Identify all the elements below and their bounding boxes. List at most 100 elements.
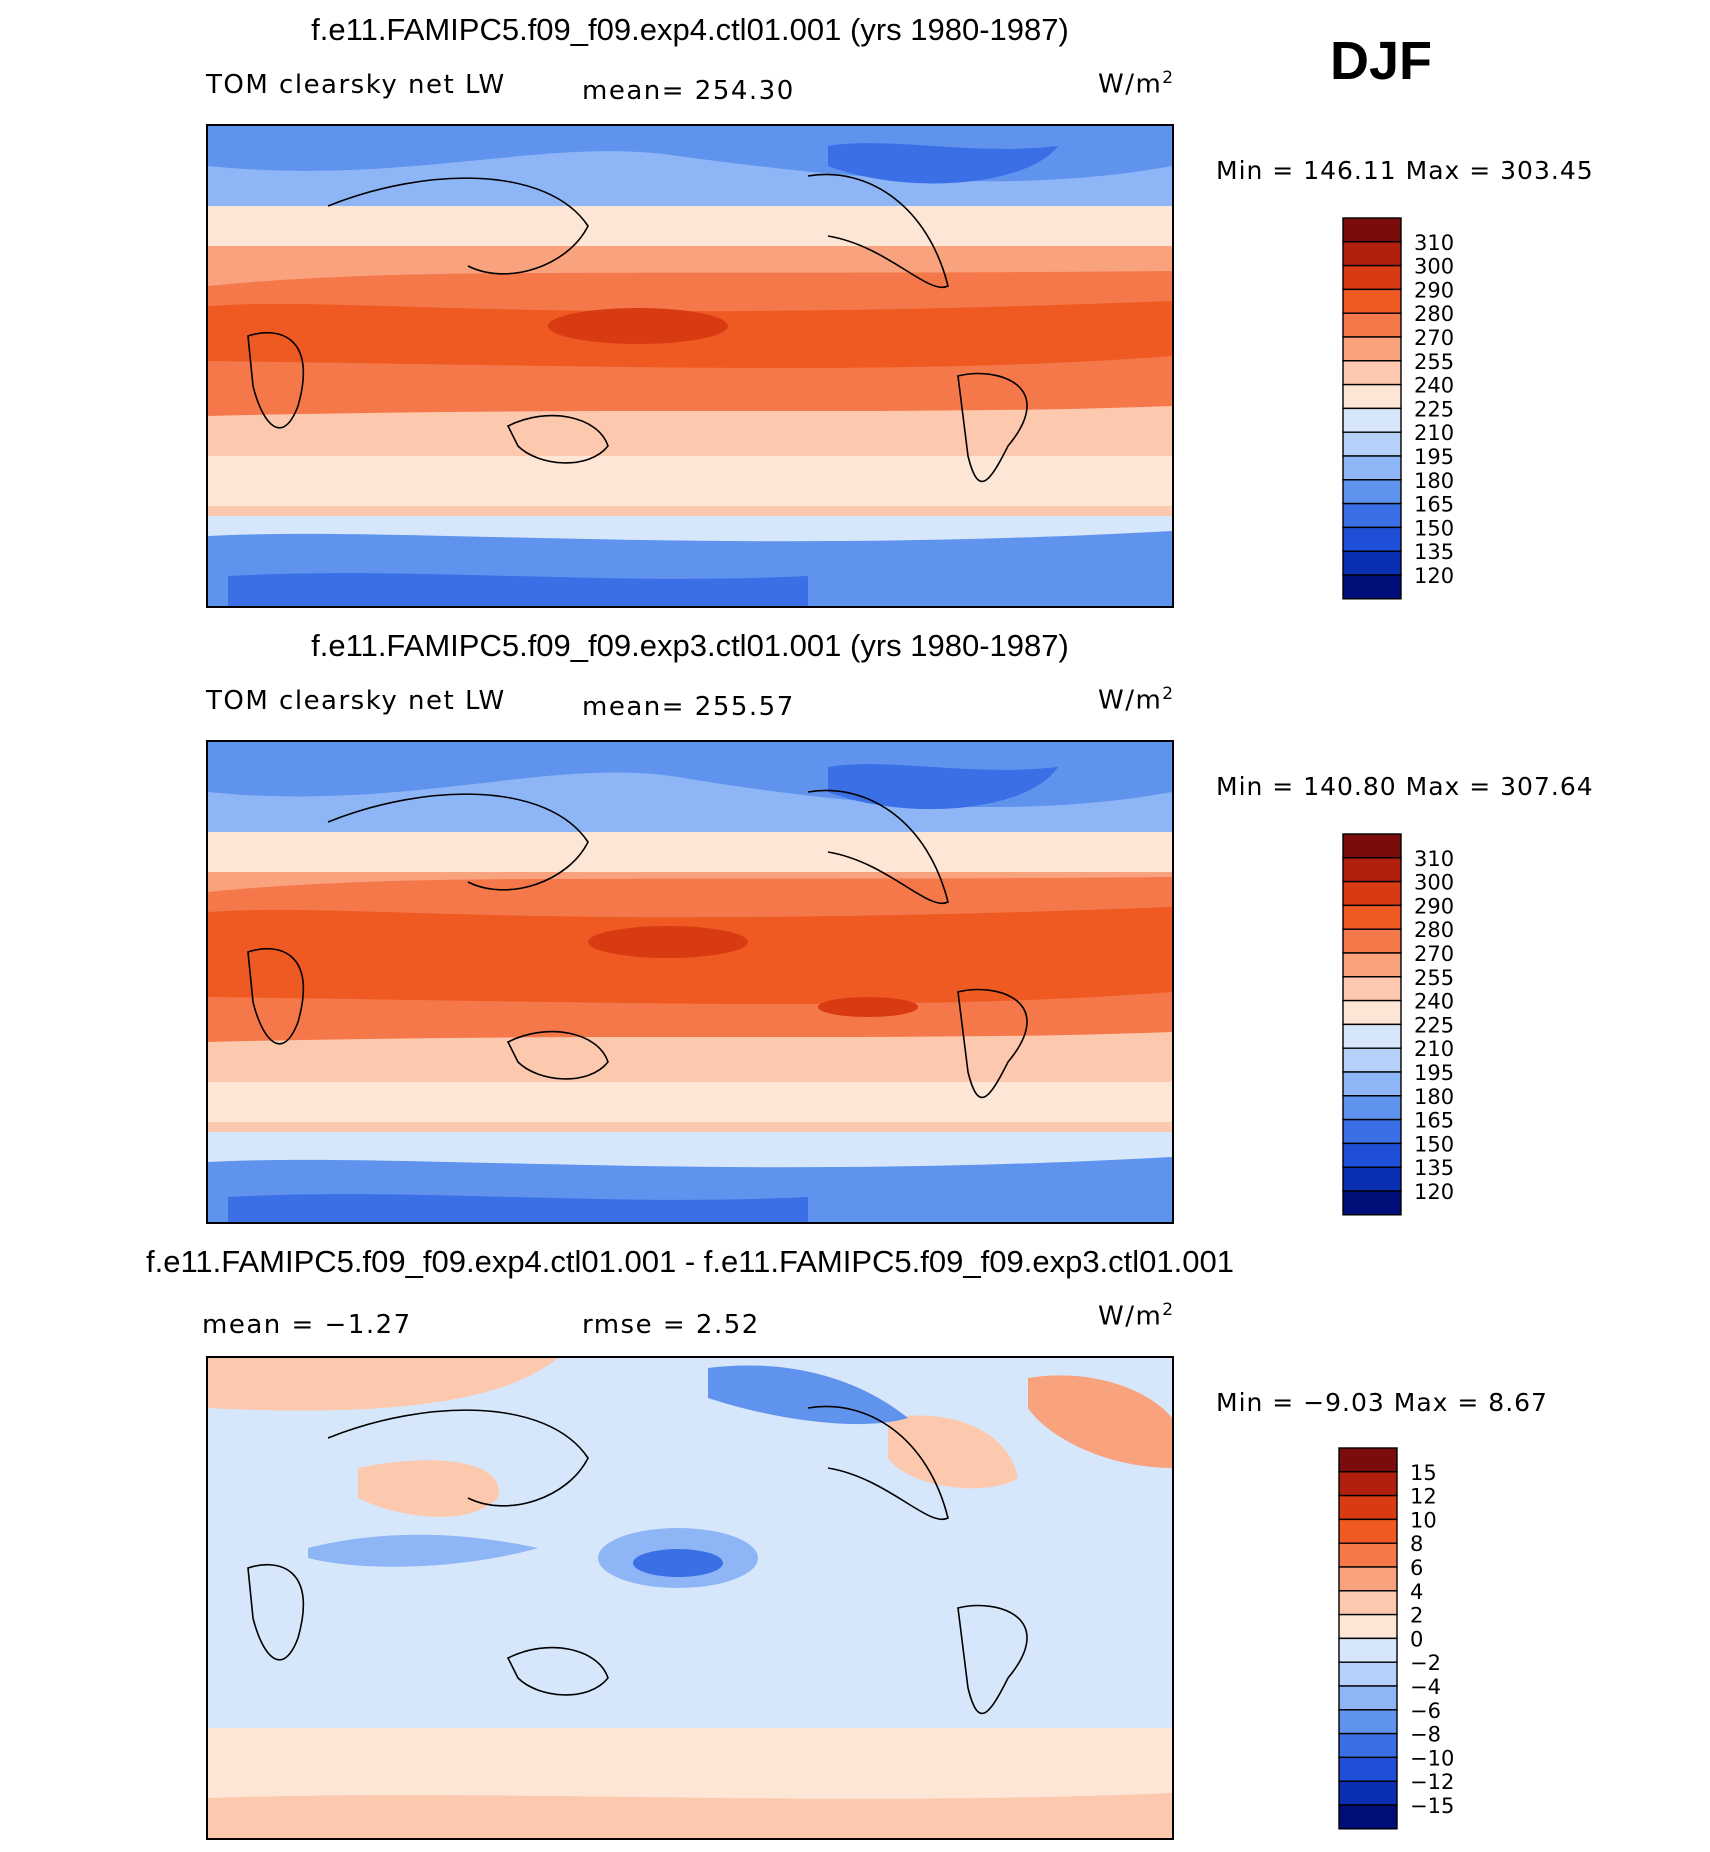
season-label: DJF [1330,31,1433,91]
mean-label: mean= 255.57 [582,692,795,722]
min-max-label: Min = 146.11 Max = 303.45 [1216,156,1594,185]
colorbar-swatch [1338,1756,1398,1782]
colorbar-tick-label: 195 [1414,1061,1454,1085]
colorbar-swatch [1338,1637,1398,1663]
colorbar-tick-label: 135 [1414,540,1454,564]
panel-title: f.e11.FAMIPC5.f09_f09.exp3.ctl01.001 (yr… [311,628,1069,663]
colorbar-tick-label: 150 [1414,516,1454,540]
colorbar-tick-label: 255 [1414,966,1454,990]
min-max-label: Min = −9.03 Max = 8.67 [1216,1388,1548,1417]
map-field [208,742,1172,1222]
colorbar-tick-label: −10 [1410,1746,1454,1770]
colorbar-swatch [1338,1494,1398,1521]
colorbar-swatch [1342,1095,1402,1121]
colorbar-swatch [1338,1709,1398,1735]
colorbar-swatch [1338,1613,1398,1640]
variable-label: TOM clearsky net LW [206,686,506,716]
colorbar-swatch [1342,574,1402,600]
colorbar-tick-label: −8 [1410,1723,1441,1747]
colorbar-tick-label: 195 [1414,445,1454,469]
map-plot [206,1356,1174,1840]
colorbar-tick-label: 180 [1414,1085,1454,1109]
colorbar-tick-label: 240 [1414,990,1454,1014]
colorbar-swatch [1338,1447,1398,1473]
colorbar-tick-label: 150 [1414,1132,1454,1156]
colorbar-swatch [1338,1590,1398,1616]
mean-label: mean = −1.27 [202,1310,412,1340]
colorbar-tick-label: 15 [1410,1461,1437,1485]
colorbar-swatch [1342,976,1402,1002]
colorbar-swatch [1342,336,1402,362]
colorbar-swatch [1342,217,1402,243]
map-plot [206,124,1174,608]
colorbar-tick-label: −2 [1410,1651,1441,1675]
colorbar-tick-label: 290 [1414,894,1454,918]
colorbar-tick-label: −12 [1410,1770,1454,1794]
units-label: W/m2 [1098,68,1175,100]
colorbar-swatch [1342,264,1402,291]
map-field [208,1358,1172,1838]
colorbar-swatch [1338,1542,1398,1568]
colorbar-tick-label: 210 [1414,1037,1454,1061]
colorbar-swatch [1342,904,1402,930]
colorbar-tick-label: 0 [1410,1627,1423,1651]
colorbar-swatch [1342,928,1402,954]
map-plot [206,740,1174,1224]
colorbar-tick-label: 280 [1414,918,1454,942]
colorbar-tick-label: 120 [1414,564,1454,588]
colorbar-tick-label: 165 [1414,493,1454,517]
colorbar-swatch [1342,1023,1402,1049]
colorbar-tick-label: 270 [1414,942,1454,966]
colorbar-swatch [1338,1780,1398,1806]
colorbar-swatch [1342,288,1402,314]
colorbar-tick-label: 12 [1410,1485,1437,1509]
colorbar-swatch [1342,407,1402,433]
colorbar-tick-label: 300 [1414,255,1454,279]
variable-label: TOM clearsky net LW [206,70,506,100]
colorbar-panel-2: 3103002902802702552402252101951801651501… [1342,833,1454,1216]
colorbar-tick-label: 120 [1414,1180,1454,1204]
mean-label: mean= 254.30 [582,76,795,106]
colorbar-tick-label: 300 [1414,871,1454,895]
colorbar-swatch [1342,1166,1402,1192]
colorbar-swatch [1342,502,1402,529]
colorbar-swatch [1342,526,1402,552]
colorbar-tick-label: 180 [1414,469,1454,493]
colorbar-swatch [1342,1190,1402,1216]
colorbar-swatch [1342,431,1402,457]
colorbar-swatch [1338,1804,1398,1830]
colorbar-swatch [1342,1047,1402,1073]
colorbar-tick-label: −6 [1410,1699,1441,1723]
colorbar-tick-label: 290 [1414,278,1454,302]
colorbar-swatch [1342,1071,1402,1097]
colorbar-tick-label: 310 [1414,231,1454,255]
colorbar-swatch [1342,857,1402,883]
units-label: W/m2 [1098,684,1175,716]
colorbar-swatch [1342,241,1402,267]
colorbar-swatch [1338,1732,1398,1759]
colorbar-swatch [1342,999,1402,1026]
colorbar-swatch [1342,833,1402,859]
colorbar-swatch [1338,1566,1398,1592]
colorbar-swatch [1338,1685,1398,1711]
colorbar-tick-label: 135 [1414,1156,1454,1180]
colorbar-tick-label: 240 [1414,374,1454,398]
colorbar-swatch [1342,1142,1402,1168]
colorbar-swatch [1338,1471,1398,1497]
colorbar-swatch [1338,1661,1398,1687]
colorbar-tick-label: 225 [1414,397,1454,421]
colorbar-tick-label: 270 [1414,326,1454,350]
colorbar-swatch [1342,880,1402,907]
colorbar-swatch [1342,455,1402,481]
colorbar-swatch [1342,479,1402,505]
colorbar-tick-label: 165 [1414,1109,1454,1133]
map-field [208,126,1172,606]
colorbar-swatch [1342,360,1402,386]
colorbar-panel-1: 3103002902802702552402252101951801651501… [1342,217,1454,600]
colorbar-tick-label: 6 [1410,1556,1423,1580]
colorbar-tick-label: −15 [1410,1794,1454,1818]
colorbar-tick-label: 310 [1414,847,1454,871]
colorbar-swatch [1342,550,1402,576]
panel-title: f.e11.FAMIPC5.f09_f09.exp4.ctl01.001 - f… [146,1244,1234,1279]
